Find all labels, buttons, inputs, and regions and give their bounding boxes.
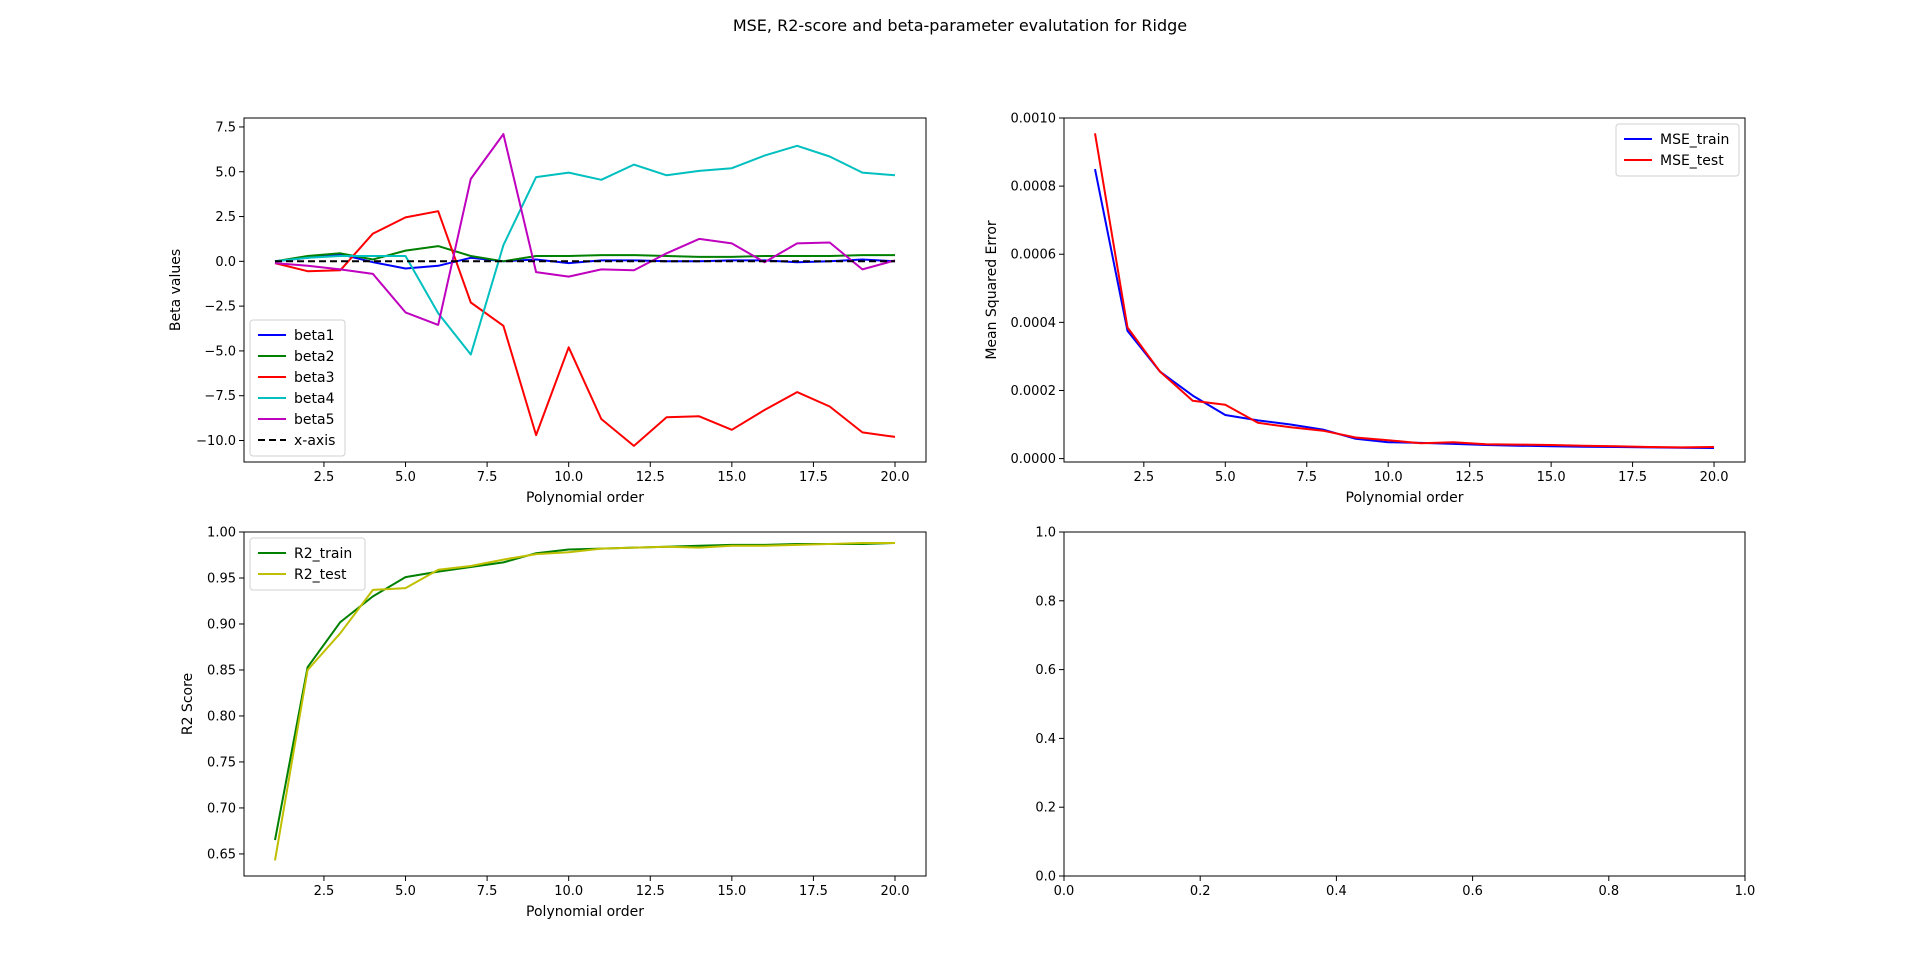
legend-label-MSE_test: MSE_test <box>1660 153 1724 169</box>
subplot-2: 2.5 5.0 7.5 10.0 12.5 15.0 17.5 20.0 0.0000 0.000… <box>984 112 1746 506</box>
x-tick-label: 12.5 <box>636 470 665 485</box>
y-tick-label: 0.0000 <box>1011 452 1057 467</box>
y-tick-label: 0.75 <box>207 755 236 770</box>
y-tick-label: 5.0 <box>215 165 236 180</box>
y-tick-label: 0.0002 <box>1011 384 1057 399</box>
x-tick-label: 7.5 <box>1296 470 1317 485</box>
y-tick-label: 0.0 <box>215 255 236 270</box>
y-tick-label: 7.5 <box>215 120 236 135</box>
y-tick-label: 0.0006 <box>1011 248 1057 263</box>
x-tick-label: 15.0 <box>1537 470 1566 485</box>
x-axis-label: Polynomial order <box>526 490 644 506</box>
y-tick-label: 0.95 <box>207 571 236 586</box>
y-tick-label: −5.0 <box>204 344 236 359</box>
legend-label-beta2: beta2 <box>294 349 334 365</box>
x-tick-label: 7.5 <box>477 470 498 485</box>
y-tick-label: 0.90 <box>207 617 236 632</box>
legend-label-beta5: beta5 <box>294 412 334 428</box>
y-tick-label: 0.80 <box>207 709 236 724</box>
x-tick-label: 17.5 <box>799 470 828 485</box>
x-tick-label: 10.0 <box>1374 470 1403 485</box>
x-tick-label: 7.5 <box>477 884 498 899</box>
y-tick-label: 0.0008 <box>1011 180 1057 195</box>
x-tick-label: 2.5 <box>314 470 335 485</box>
y-tick-label: 0.4 <box>1035 732 1056 747</box>
x-tick-label: 20.0 <box>881 470 910 485</box>
series-line-MSE_test <box>1094 133 1715 449</box>
series-line-beta5 <box>274 133 896 326</box>
series-line-beta2 <box>274 245 895 263</box>
x-tick-label: 1.0 <box>1735 884 1756 899</box>
legend-label-R2_train: R2_train <box>294 546 352 562</box>
legend-box <box>1615 123 1740 177</box>
y-axis-label: Beta values <box>168 249 184 331</box>
y-tick-label: 0.0004 <box>1011 316 1057 331</box>
axes-frame <box>243 531 927 877</box>
axes-frame <box>243 117 927 463</box>
x-tick-label: 0.2 <box>1190 884 1211 899</box>
y-tick-label: 1.0 <box>1035 526 1056 541</box>
x-tick-label: 20.0 <box>1700 470 1729 485</box>
x-tick-label: 17.5 <box>799 884 828 899</box>
x-tick-label: 15.0 <box>717 884 746 899</box>
series-line-MSE_train <box>1094 168 1715 449</box>
x-tick-label: 12.5 <box>636 884 665 899</box>
x-tick-label: 15.0 <box>717 470 746 485</box>
x-tick-label: 2.5 <box>314 884 335 899</box>
y-axis-label: R2 Score <box>180 673 196 735</box>
y-tick-label: 0.65 <box>207 847 236 862</box>
legend-label-x-axis: x-axis <box>294 433 335 449</box>
x-tick-label: 5.0 <box>395 470 416 485</box>
y-tick-label: 1.00 <box>207 526 236 541</box>
legend-label-MSE_train: MSE_train <box>1660 132 1729 148</box>
y-tick-label: 0.0010 <box>1011 112 1057 127</box>
y-tick-label: 0.8 <box>1035 594 1056 609</box>
y-tick-label: −2.5 <box>204 300 236 315</box>
y-tick-label: 0.70 <box>207 801 236 816</box>
y-tick-label: 0.6 <box>1035 663 1056 678</box>
x-tick-label: 5.0 <box>395 884 416 899</box>
x-axis-label: Polynomial order <box>526 904 644 920</box>
figure-title: MSE, R2-score and beta-parameter evaluta… <box>732 16 1188 35</box>
x-tick-label: 10.0 <box>554 470 583 485</box>
y-tick-label: −7.5 <box>204 389 236 404</box>
legend: R2_train R2_test <box>249 537 366 591</box>
subplot-1: 2.5 5.0 7.5 10.0 12.5 15.0 17.5 20.0 −10.0 −7.5 −5… <box>168 117 927 506</box>
legend-label-beta1: beta1 <box>294 328 334 344</box>
y-tick-label: 0.2 <box>1035 801 1056 816</box>
x-tick-label: 2.5 <box>1133 470 1154 485</box>
axes-frame <box>1063 531 1746 877</box>
x-axis-label: Polynomial order <box>1346 490 1464 506</box>
x-tick-label: 5.0 <box>1215 470 1236 485</box>
series-line-beta4 <box>274 144 896 356</box>
legend-label-beta3: beta3 <box>294 370 334 386</box>
series-line-R2_test <box>274 542 895 861</box>
legend-label-R2_test: R2_test <box>294 567 347 583</box>
legend: MSE_train MSE_test <box>1615 123 1740 177</box>
axes-frame <box>1063 117 1746 463</box>
x-tick-label: 0.0 <box>1054 884 1075 899</box>
subplot-4: 0.0 0.2 0.4 0.6 0.8 1.0 0.0 0.2 0.4 0.6 0.8 1.0 <box>1035 526 1755 900</box>
x-tick-label: 0.6 <box>1462 884 1483 899</box>
legend-box <box>249 319 346 457</box>
subplot-3: 2.5 5.0 7.5 10.0 12.5 15.0 17.5 20.0 0.65 0.70 0.7… <box>180 526 927 920</box>
y-tick-label: −10.0 <box>196 434 236 449</box>
legend-label-beta4: beta4 <box>294 391 335 407</box>
y-axis-label: Mean Squared Error <box>984 220 1000 360</box>
y-tick-label: 0.0 <box>1035 870 1056 885</box>
y-tick-label: 0.85 <box>207 663 236 678</box>
y-tick-label: 2.5 <box>215 210 236 225</box>
legend: beta1 beta2 beta3 beta4 beta5 x-axis <box>249 319 346 457</box>
x-tick-label: 10.0 <box>554 884 583 899</box>
series-line-R2_train <box>274 542 896 841</box>
x-tick-label: 17.5 <box>1618 470 1647 485</box>
x-tick-label: 0.4 <box>1326 884 1347 899</box>
legend-box <box>249 537 366 591</box>
x-tick-label: 12.5 <box>1455 470 1484 485</box>
x-tick-label: 0.8 <box>1598 884 1619 899</box>
x-tick-label: 20.0 <box>881 884 910 899</box>
series-line-beta3 <box>274 210 896 447</box>
